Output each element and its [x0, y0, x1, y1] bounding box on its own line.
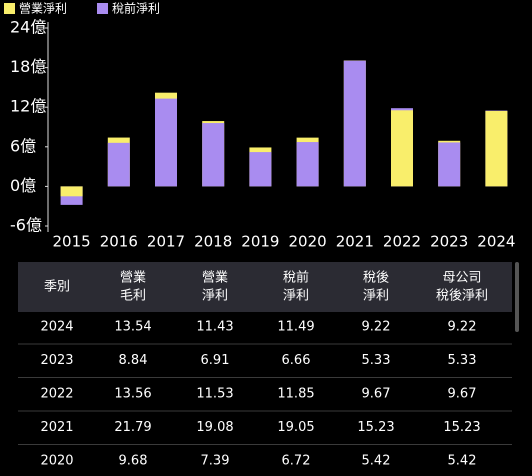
- x-tick-label: 2022: [383, 233, 421, 251]
- table-cell: 15.23: [443, 420, 480, 435]
- table-header-cell: 淨利: [283, 289, 309, 304]
- table-cell: 2024: [40, 320, 73, 335]
- table-cell: 9.22: [362, 320, 391, 335]
- table-cell: 19.05: [277, 420, 314, 435]
- bar: [60, 186, 83, 197]
- bar: [296, 142, 319, 187]
- bar: [391, 110, 413, 187]
- table-cell: 21.79: [114, 420, 151, 435]
- y-tick-label: 24億: [10, 18, 46, 37]
- x-tick-label: 2021: [336, 233, 374, 251]
- bar: [202, 123, 225, 187]
- table-header-cell: 淨利: [363, 289, 389, 304]
- x-tick-label: 2016: [100, 233, 138, 251]
- table-header-cell: 稅後淨利: [436, 289, 488, 304]
- table-header-cell: 營業: [120, 270, 146, 286]
- table-cell: 9.22: [448, 320, 477, 335]
- x-tick-label: 2020: [289, 233, 327, 251]
- table-header-cell: 毛利: [120, 289, 146, 304]
- table-cell: 2022: [40, 387, 73, 402]
- bar: [438, 142, 461, 187]
- legend-label: 營業淨利: [19, 2, 67, 16]
- y-tick-label: 6億: [10, 136, 36, 155]
- y-tick-label: 12億: [10, 97, 46, 116]
- y-tick-label: 18億: [10, 57, 46, 76]
- legend-swatch: [97, 3, 108, 14]
- table-cell: 2020: [40, 454, 73, 469]
- table-cell: 8.84: [119, 353, 148, 368]
- bar: [485, 110, 508, 187]
- table-cell: 2021: [40, 420, 73, 435]
- y-tick-label: 0億: [10, 176, 36, 195]
- table-cell: 5.33: [362, 353, 391, 368]
- bar: [107, 142, 130, 187]
- table-cell: 5.42: [448, 454, 477, 469]
- table-cell: 2023: [40, 353, 73, 368]
- scrollbar: [515, 262, 519, 332]
- table-cell: 6.72: [282, 454, 311, 469]
- table-cell: 11.53: [196, 387, 233, 402]
- table-cell: 9.67: [362, 387, 391, 402]
- y-tick-label: -6億: [10, 216, 42, 235]
- table-header-cell: 季別: [44, 280, 70, 295]
- x-tick-label: 2018: [194, 233, 232, 251]
- table-header-cell: 稅後: [363, 271, 389, 286]
- x-tick-label: 2015: [53, 233, 91, 251]
- x-tick-label: 2019: [241, 233, 279, 251]
- table-cell: 13.54: [114, 320, 151, 335]
- table-header-cell: 稅前: [283, 270, 309, 286]
- table-cell: 13.56: [114, 387, 151, 402]
- legend-swatch: [4, 3, 15, 14]
- table-header-bg: [18, 262, 512, 312]
- table-cell: 9.67: [448, 387, 477, 402]
- table-cell: 5.33: [448, 353, 477, 368]
- x-tick-label: 2024: [477, 233, 515, 251]
- table-cell: 19.08: [196, 420, 233, 435]
- table-header-cell: 母公司: [442, 271, 481, 286]
- bar: [249, 152, 272, 187]
- bar: [155, 98, 177, 187]
- table-cell: 6.91: [201, 353, 230, 368]
- table-cell: 15.23: [357, 420, 394, 435]
- table-cell: 11.43: [196, 320, 233, 335]
- table-cell: 9.68: [119, 454, 148, 469]
- table-cell: 5.42: [362, 454, 391, 469]
- table-cell: 7.39: [201, 454, 230, 469]
- table-cell: 11.49: [277, 320, 314, 335]
- legend-label: 稅前淨利: [112, 1, 160, 16]
- bar: [343, 60, 366, 187]
- table-header-cell: 淨利: [202, 289, 228, 304]
- x-tick-label: 2017: [147, 233, 185, 251]
- table-cell: 11.85: [277, 387, 314, 402]
- table-cell: 6.66: [282, 353, 311, 368]
- table-header-cell: 營業: [202, 270, 228, 286]
- x-tick-label: 2023: [430, 233, 468, 251]
